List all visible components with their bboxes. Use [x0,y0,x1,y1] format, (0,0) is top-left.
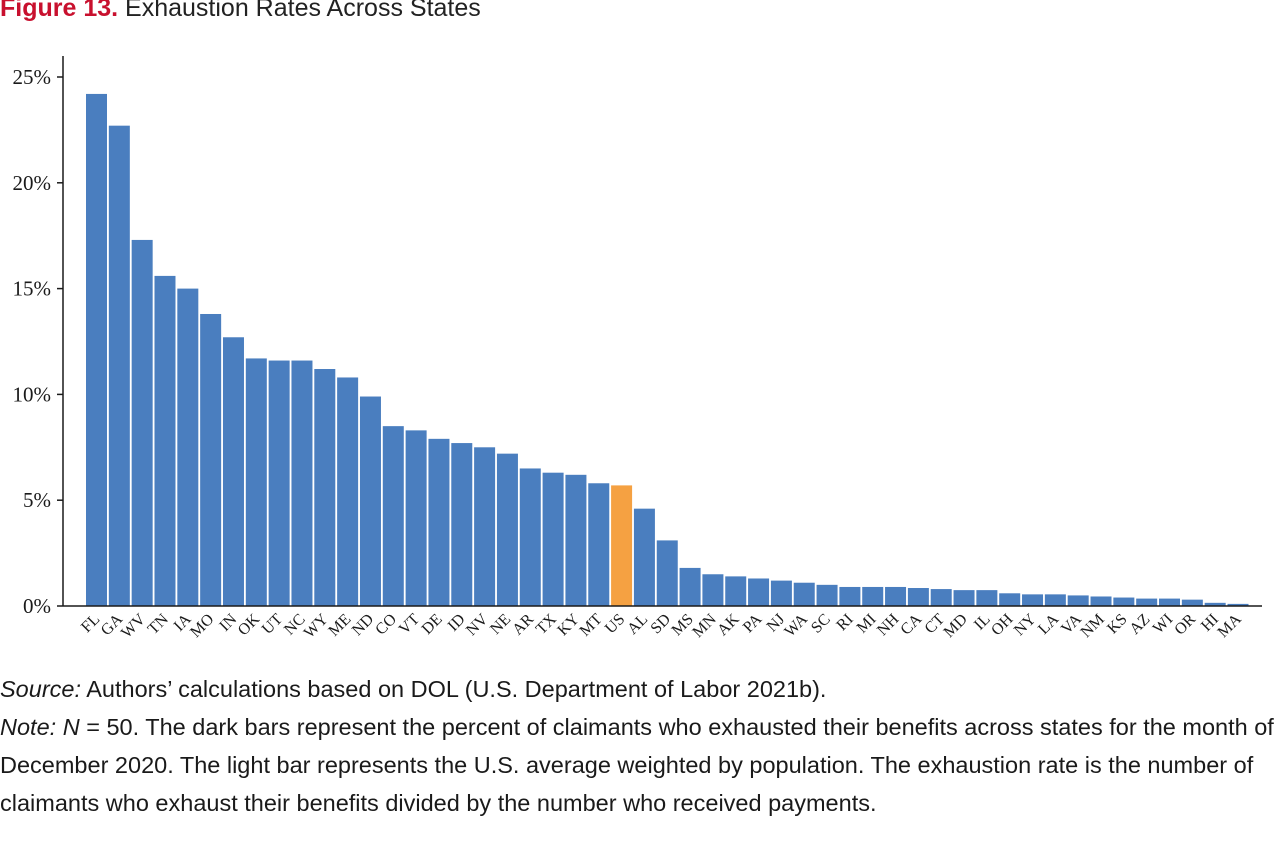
bar-pa [748,578,770,606]
bar-il [976,590,998,606]
bar-nm [1090,596,1112,606]
x-tick-label: SC [808,611,834,637]
x-tick-label: FL [78,611,103,636]
x-tick-label: OR [1171,611,1199,639]
bar-ms [679,567,701,606]
x-axis: FLGAWVTNIAMOINOKUTNCWYMENDCOVTDEIDNVNEAR… [63,605,1262,642]
bar-co [382,426,404,606]
bar-fl [86,93,107,607]
x-tick-label: MD [941,611,971,641]
bar-me [337,377,359,606]
figure-notes: Source: Authors’ calculations based on D… [0,670,1275,822]
bar-vt [405,430,427,606]
bar-ga [108,125,130,607]
bar-nj [770,580,792,606]
x-tick-label: IN [216,610,240,634]
y-tick-label: 15% [13,277,52,301]
bar-tx [542,472,564,606]
figure-title: Figure 13. Exhaustion Rates Across State… [0,0,481,23]
bar-va [1067,595,1089,606]
bar-nv [474,447,496,606]
bar-md [953,590,975,606]
bar-us [611,485,633,606]
bar-ne [496,453,518,606]
x-tick-label: DE [419,611,446,638]
bar-in [222,337,244,606]
bar-ri [839,586,861,606]
bar-nc [291,360,313,606]
bar-tn [154,275,176,606]
x-tick-label: WI [1150,611,1176,637]
figure-name: Exhaustion Rates Across States [125,0,481,22]
y-tick-label: 0% [23,594,51,618]
bar-series [86,93,1249,607]
bar-nd [359,396,381,606]
bar-ny [1022,594,1044,606]
x-tick-label: NM [1078,611,1108,641]
bar-chart: 0% 5% 10% 15% 20% 25% FLGAWVTNIAMOINOKUTNCWYM… [13,56,1262,642]
x-tick-label: KS [1104,611,1130,637]
bar-nh [885,586,907,606]
figure-number: Figure 13. [0,0,119,22]
x-tick-label: PA [740,610,766,636]
bar-ar [519,468,541,606]
x-tick-label: MA [1215,610,1246,641]
bar-az [1136,598,1158,606]
bar-sc [816,584,838,606]
bar-ut [268,360,290,606]
x-tick-label: MO [187,611,217,641]
bar-ok [245,358,267,606]
note-n: N [62,714,80,740]
bar-mo [200,313,222,606]
bar-ca [907,588,929,606]
note-label: Note: [0,714,63,740]
bar-mn [702,574,724,606]
y-axis: 0% 5% 10% 15% 20% 25% [13,56,64,618]
source-text: Authors’ calculations based on DOL (U.S.… [81,676,827,702]
source-note: Source: Authors’ calculations based on D… [0,670,1275,708]
bar-ma [1227,603,1249,606]
bar-wi [1159,598,1181,606]
bar-ak [725,576,747,606]
bar-sd [656,540,678,606]
x-tick-label: SD [648,611,674,637]
bar-wa [793,582,815,606]
y-tick-label: 5% [23,488,51,512]
bar-ks [1113,597,1135,606]
bar-al [633,508,655,606]
bar-oh [999,593,1021,606]
x-tick-label: US [602,611,628,637]
x-tick-label: MI [854,611,880,637]
bar-hi [1204,602,1226,606]
note-paragraph: Note: N = 50. The dark bars represent th… [0,708,1275,822]
bar-ky [565,474,587,606]
x-tick-label: ID [445,611,469,635]
source-label: Source: [0,676,81,702]
bar-de [428,438,450,606]
bar-mi [862,586,884,606]
x-tick-label: RI [833,611,856,634]
bar-ia [177,288,199,606]
x-tick-label: TN [145,610,172,637]
y-tick-label: 25% [13,65,52,89]
bar-mt [588,483,610,606]
x-tick-label: WA [781,610,811,640]
x-tick-label: AK [714,610,743,639]
bar-or [1181,599,1203,606]
bar-wy [314,369,336,606]
y-tick-label: 20% [13,171,52,195]
bar-id [451,443,473,606]
note-text: = 50. The dark bars represent the percen… [0,714,1274,816]
y-tick-label: 10% [13,382,52,406]
bar-wv [131,239,153,606]
bar-ct [930,589,952,606]
bar-la [1044,594,1066,606]
